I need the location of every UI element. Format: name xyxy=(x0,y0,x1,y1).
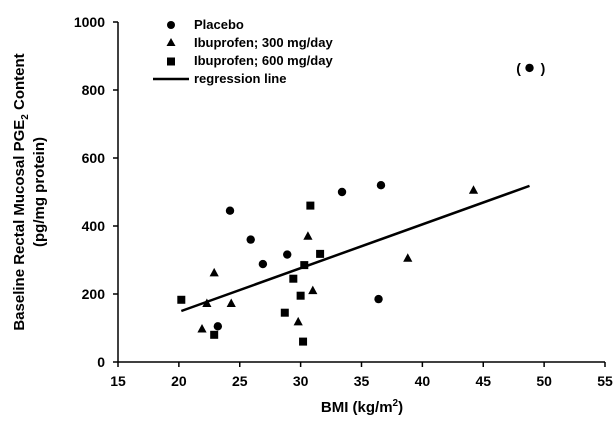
placebo-point xyxy=(374,294,383,304)
ibuprofen-600-point xyxy=(210,330,219,339)
legend-marker-ibuprofen-600 xyxy=(167,57,175,66)
ibuprofen-300-point xyxy=(468,185,479,194)
placebo-point xyxy=(258,259,268,269)
ibuprofen-600-point xyxy=(306,201,315,210)
x-tick-label: 25 xyxy=(232,373,248,389)
legend: Placebo Ibuprofen; 300 mg/day Ibuprofen;… xyxy=(153,17,333,86)
axis-ticks: 15 20 25 30 35 40 45 50 55 0 200 400 600 800 1000 xyxy=(74,14,613,389)
svg-text:Baseline Rectal Mucosal PGE2 C: Baseline Rectal Mucosal PGE2 Content xyxy=(11,53,31,330)
y-axis-title: Baseline Rectal Mucosal PGE2 Content (pg… xyxy=(11,53,48,330)
y-tick-label: 400 xyxy=(82,218,106,234)
x-tick-label: 50 xyxy=(536,373,552,389)
y-tick-label: 1000 xyxy=(74,14,105,30)
x-axis-title-main: BMI (kg/m xyxy=(321,399,393,416)
y-axis-title-line2: (pg/mg protein) xyxy=(31,137,48,247)
legend-label-ibuprofen-300: Ibuprofen; 300 mg/day xyxy=(194,35,333,50)
placebo-point xyxy=(376,181,386,190)
placebo-point xyxy=(337,187,347,197)
x-axis-title: BMI (kg/m2) xyxy=(321,398,403,416)
data-points: () xyxy=(177,60,545,346)
ibuprofen-600-point xyxy=(177,295,186,304)
placebo-point xyxy=(246,235,255,244)
x-tick-label: 20 xyxy=(171,373,187,389)
y-tick-label: 600 xyxy=(82,150,106,166)
y-tick-label: 0 xyxy=(97,354,105,370)
ibuprofen-600-point xyxy=(280,308,289,317)
ibuprofen-600-point xyxy=(316,249,325,258)
x-tick-label: 35 xyxy=(354,373,370,389)
legend-marker-placebo xyxy=(167,21,175,29)
legend-marker-ibuprofen-300 xyxy=(166,38,176,46)
ibuprofen-300-point xyxy=(403,253,413,262)
y-axis-title-line1-post: Content xyxy=(11,53,28,114)
x-axis-title-superscript: 2 xyxy=(393,398,399,409)
placebo-point xyxy=(213,322,223,331)
x-tick-label: 45 xyxy=(475,373,491,389)
legend-label-regression-line: regression line xyxy=(194,71,286,86)
regression-line xyxy=(180,184,530,313)
placebo-point xyxy=(525,63,534,73)
x-tick-label: 40 xyxy=(415,373,431,389)
ibuprofen-600-point xyxy=(300,261,309,270)
ibuprofen-300-point xyxy=(226,298,236,308)
y-tick-label: 800 xyxy=(82,82,106,98)
y-axis-title-line1-pre: Baseline Rectal Mucosal PGE xyxy=(11,120,28,331)
y-tick-label: 200 xyxy=(82,286,106,302)
ibuprofen-300-point xyxy=(303,231,313,240)
ibuprofen-300-point xyxy=(197,324,207,333)
legend-label-ibuprofen-600: Ibuprofen; 600 mg/day xyxy=(194,53,333,68)
x-tick-label: 30 xyxy=(293,373,309,389)
outlier-parenthesis: ) xyxy=(541,60,546,76)
x-tick-label: 55 xyxy=(597,373,613,389)
ibuprofen-300-point xyxy=(293,316,303,326)
placebo-point xyxy=(225,206,235,215)
placebo-point xyxy=(283,250,292,259)
ibuprofen-600-point xyxy=(299,337,308,346)
ibuprofen-300-point xyxy=(209,267,219,277)
y-axis-title-subscript: 2 xyxy=(20,114,31,120)
outlier-parenthesis: ( xyxy=(516,60,521,76)
legend-label-placebo: Placebo xyxy=(194,17,244,32)
ibuprofen-300-point xyxy=(308,285,318,295)
ibuprofen-600-point xyxy=(289,274,298,283)
x-axis-title-end: ) xyxy=(398,399,403,416)
ibuprofen-600-point xyxy=(296,291,305,300)
x-tick-label: 15 xyxy=(110,373,126,389)
